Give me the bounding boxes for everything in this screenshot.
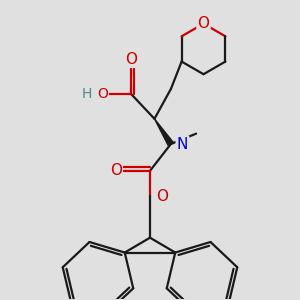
Text: H: H xyxy=(82,86,92,100)
Text: N: N xyxy=(177,136,188,152)
Polygon shape xyxy=(154,119,173,146)
Text: O: O xyxy=(125,52,137,67)
Text: O: O xyxy=(157,189,169,204)
Text: O: O xyxy=(197,16,209,31)
Text: O: O xyxy=(110,163,122,178)
Text: O: O xyxy=(97,86,108,100)
